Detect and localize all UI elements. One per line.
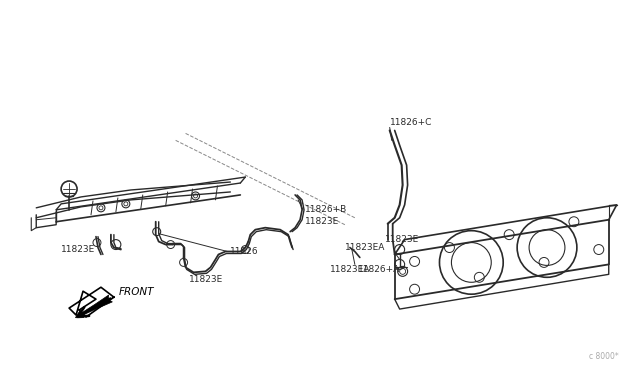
Text: 11826+A: 11826+A (358, 265, 400, 274)
Text: 11823EA: 11823EA (330, 265, 371, 274)
Text: 11826+B: 11826+B (305, 205, 348, 214)
Text: 11826: 11826 (230, 247, 259, 256)
Text: 11823E: 11823E (189, 275, 223, 284)
Text: FRONT: FRONT (119, 287, 154, 297)
Text: 11823E: 11823E (385, 235, 419, 244)
Text: 11823EA: 11823EA (345, 243, 385, 252)
Text: 11826+C: 11826+C (390, 118, 432, 127)
Text: c 8000*: c 8000* (589, 352, 619, 361)
Text: 11823E: 11823E (305, 217, 339, 226)
Text: 11823E: 11823E (61, 245, 95, 254)
